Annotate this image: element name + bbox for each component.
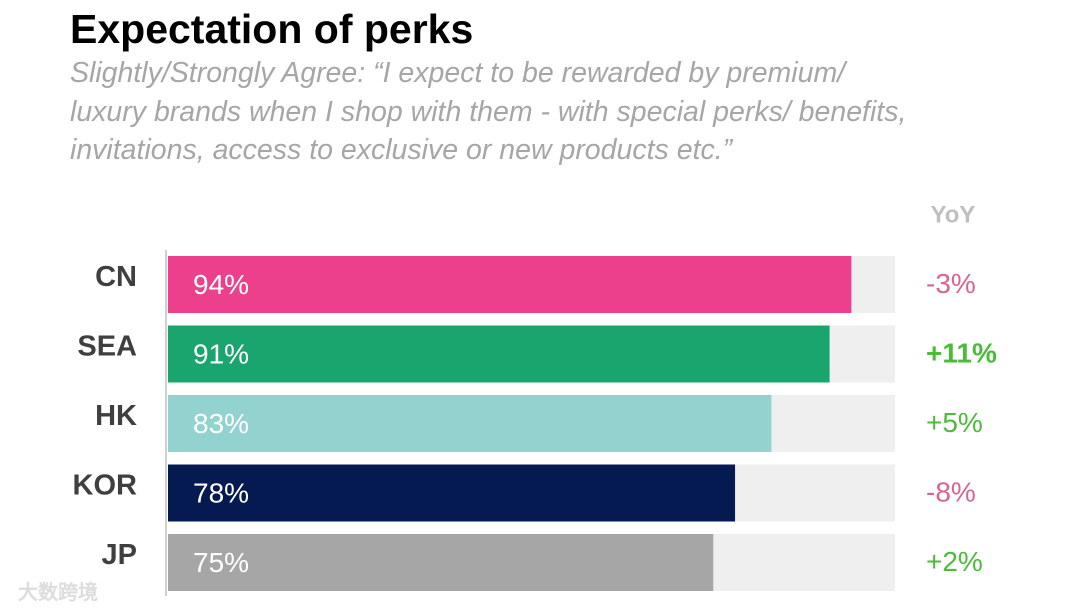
bar [168,325,830,383]
value-label: 94% [193,269,249,300]
category-label: KOR [73,470,138,502]
watermark: 大数跨境 [18,582,98,604]
yoy-label: -3% [926,268,976,299]
category-label: JP [102,539,137,571]
category-label: HK [95,400,137,432]
category-label: SEA [77,331,137,363]
bar [168,256,852,313]
bar [168,534,714,591]
value-label: 91% [193,338,249,369]
value-label: 75% [193,547,249,578]
yoy-title: YoY [931,201,976,228]
value-label: 78% [193,477,249,508]
chart-title: Expectation of perks [70,6,474,52]
yoy-label: -8% [926,476,976,507]
yoy-label: +11% [926,337,997,368]
value-label: 83% [193,408,249,439]
bar [168,464,736,522]
bar [168,395,772,452]
chart-subtitle: Slightly/Strongly Agree: “I expect to be… [70,57,907,166]
yoy-label: +5% [926,407,983,438]
category-label: CN [95,261,137,293]
yoy-label: +2% [926,546,983,577]
